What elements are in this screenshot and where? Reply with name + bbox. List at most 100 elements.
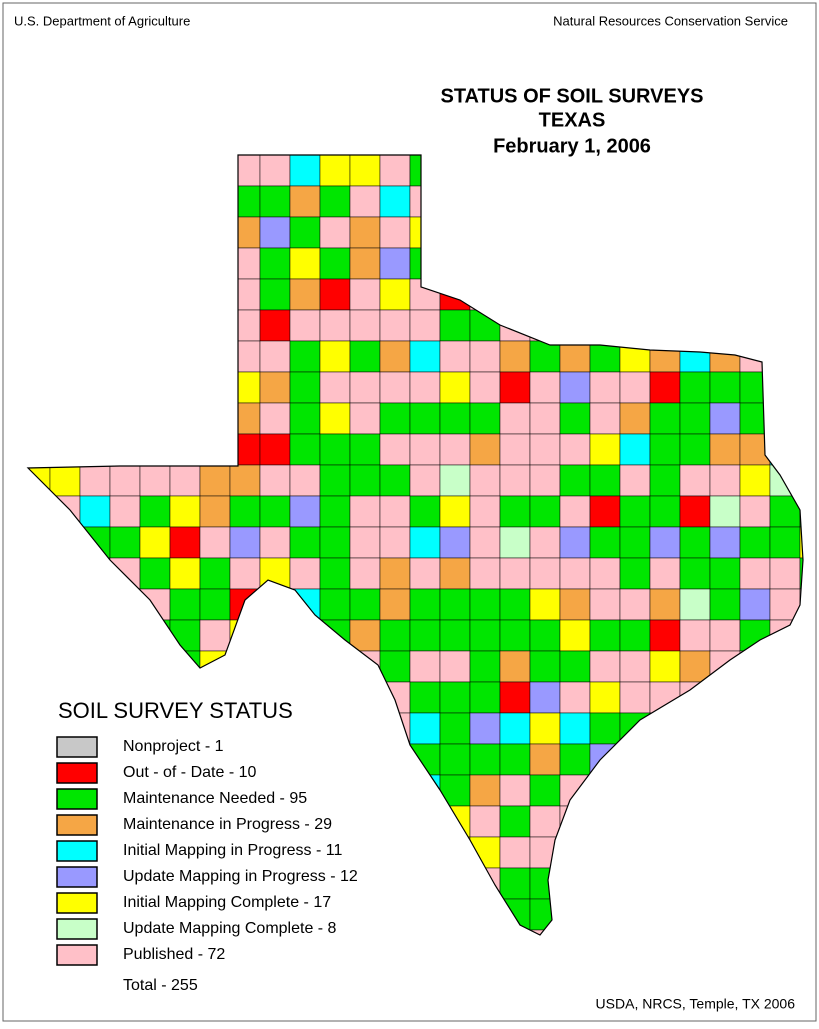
legend-label: Initial Mapping Complete - 17 [123, 894, 331, 911]
county [559, 495, 591, 528]
county [499, 650, 531, 683]
county [589, 433, 621, 466]
county [739, 526, 771, 559]
county [259, 402, 291, 435]
county [529, 464, 561, 497]
county [709, 371, 741, 404]
county [529, 340, 561, 373]
county [259, 464, 291, 497]
county [199, 588, 231, 621]
county [349, 495, 381, 528]
county [739, 557, 771, 590]
legend-swatch [56, 944, 98, 966]
county [559, 433, 591, 466]
county [619, 371, 651, 404]
legend-label: Initial Mapping in Progress - 11 [123, 842, 342, 859]
county [529, 712, 561, 745]
county [259, 371, 291, 404]
county [709, 557, 741, 590]
county [289, 340, 321, 373]
county [229, 557, 261, 590]
county [259, 155, 291, 187]
county [589, 557, 621, 590]
county [259, 185, 291, 218]
county [469, 495, 501, 528]
legend-label: Maintenance in Progress - 29 [123, 816, 332, 833]
county [499, 743, 531, 776]
county [289, 557, 321, 590]
county [529, 650, 561, 683]
county [469, 464, 501, 497]
county [619, 464, 651, 497]
county [349, 216, 381, 249]
county [409, 464, 441, 497]
county [529, 743, 561, 776]
county [469, 712, 501, 745]
county [289, 185, 321, 218]
county [199, 526, 231, 559]
county [499, 433, 531, 466]
county [559, 402, 591, 435]
county [409, 588, 441, 621]
county [739, 464, 771, 497]
county [679, 526, 711, 559]
county [349, 309, 381, 342]
county [439, 557, 471, 590]
county [469, 588, 501, 621]
county [679, 433, 711, 466]
county [529, 619, 561, 652]
county [139, 526, 171, 559]
county [289, 247, 321, 280]
county [709, 433, 741, 466]
county [559, 681, 591, 714]
county [469, 557, 501, 590]
county [319, 309, 351, 342]
county [289, 433, 321, 466]
county [439, 402, 471, 435]
county [499, 557, 531, 590]
county [409, 712, 441, 745]
county [559, 743, 591, 776]
county [139, 464, 171, 497]
county [199, 619, 231, 652]
county [529, 774, 561, 807]
county [589, 526, 621, 559]
county [589, 495, 621, 528]
county [349, 185, 381, 218]
county [559, 650, 591, 683]
county [409, 495, 441, 528]
header-right: Natural Resources Conservation Service [553, 13, 788, 28]
legend-swatch [56, 918, 98, 940]
county [709, 402, 741, 435]
legend-title: SOIL SURVEY STATUS [58, 698, 293, 723]
legend-label: Published - 72 [123, 946, 225, 963]
county [769, 557, 801, 590]
county [379, 588, 411, 621]
county [379, 557, 411, 590]
county [229, 495, 261, 528]
county [319, 185, 351, 218]
county [349, 526, 381, 559]
legend-swatch [56, 866, 98, 888]
county [349, 588, 381, 621]
county [229, 464, 261, 497]
county [679, 402, 711, 435]
county [499, 495, 531, 528]
county [649, 557, 681, 590]
county [289, 464, 321, 497]
county [469, 743, 501, 776]
county [499, 619, 531, 652]
county [259, 495, 291, 528]
county [319, 495, 351, 528]
county [529, 681, 561, 714]
county [409, 340, 441, 373]
county [259, 433, 291, 466]
county [349, 371, 381, 404]
county [439, 309, 471, 342]
county [319, 216, 351, 249]
county [379, 402, 411, 435]
county [409, 526, 441, 559]
county [439, 495, 471, 528]
legend-swatch [56, 762, 98, 784]
county [649, 526, 681, 559]
